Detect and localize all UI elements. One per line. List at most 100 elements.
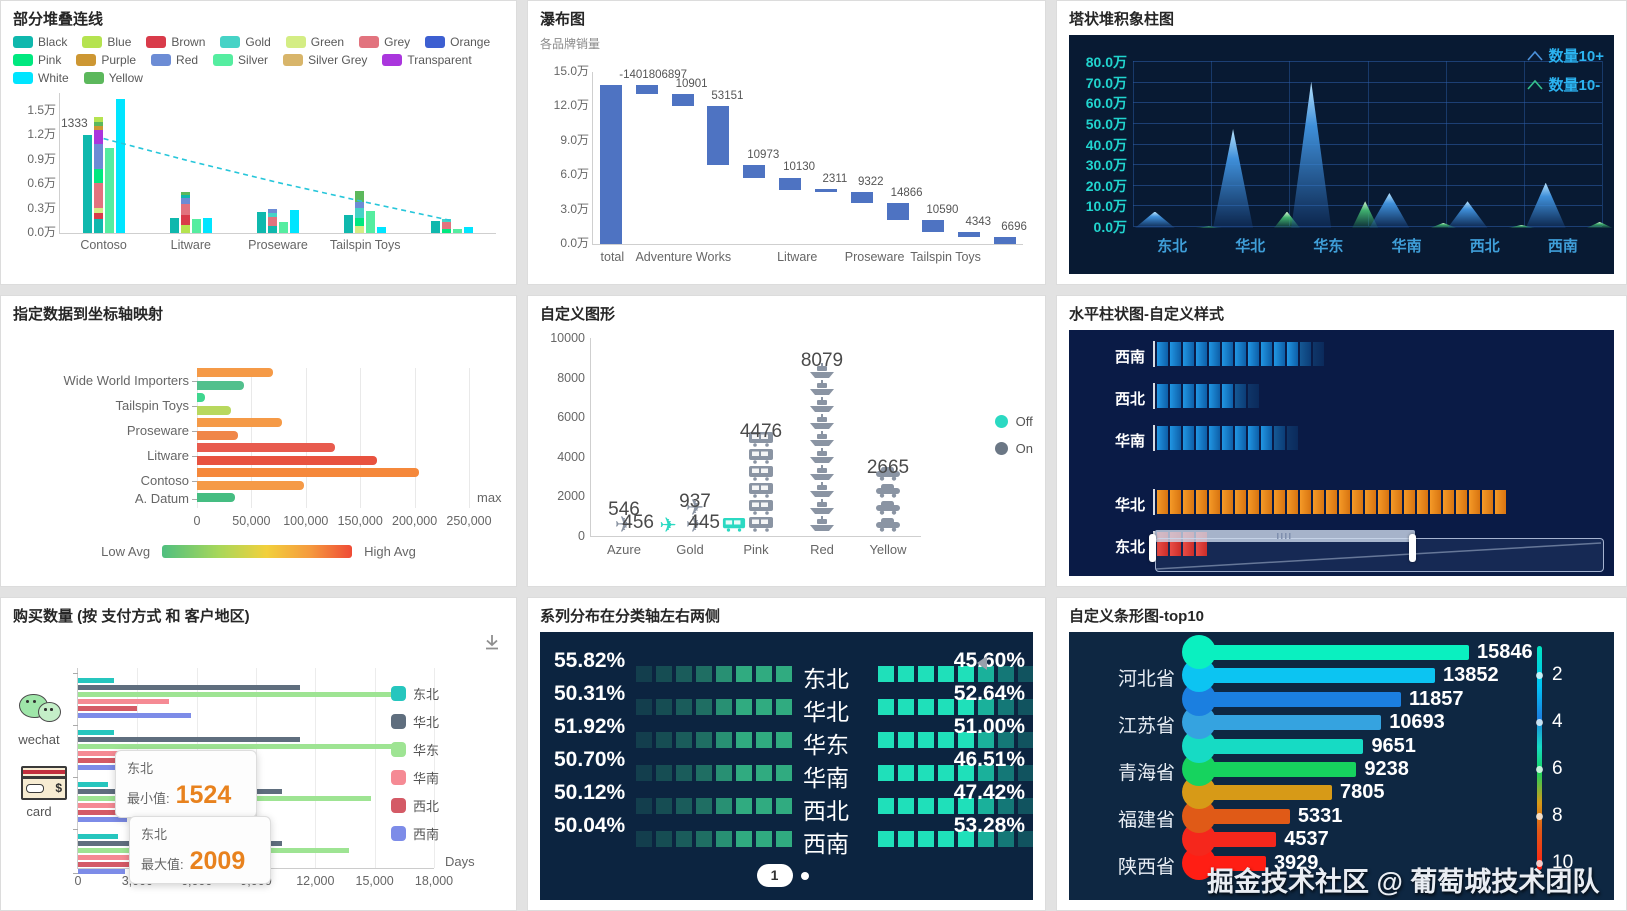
bar-segment[interactable]	[736, 831, 752, 847]
bar[interactable]	[453, 228, 463, 233]
bar-segment[interactable]	[1313, 490, 1324, 514]
pagination-page-button[interactable]: 1	[756, 864, 793, 887]
bar[interactable]	[78, 862, 144, 867]
bar-segment[interactable]	[1287, 342, 1298, 366]
bar-segment[interactable]	[1222, 426, 1233, 450]
bar-segment[interactable]	[918, 732, 934, 748]
bar-segment[interactable]	[636, 666, 652, 682]
train-icon[interactable]	[748, 482, 774, 502]
bar[interactable]	[78, 706, 138, 711]
stacked-bar-segment[interactable]	[180, 198, 190, 204]
bar-segment[interactable]	[776, 699, 792, 715]
bar-segment[interactable]	[1170, 490, 1181, 514]
bar-segment[interactable]	[676, 765, 692, 781]
bar-segment[interactable]	[1391, 490, 1402, 514]
bar-segment[interactable]	[1248, 426, 1259, 450]
bar-segment[interactable]	[1157, 342, 1168, 366]
plane-icon[interactable]: ✈	[614, 511, 634, 537]
prev-arrow-icon[interactable]	[977, 656, 987, 670]
bar-segment[interactable]	[1222, 490, 1233, 514]
bar-segment[interactable]	[1417, 490, 1428, 514]
bar-segment[interactable]	[716, 732, 732, 748]
bar[interactable]	[78, 834, 118, 839]
waterfall-bar[interactable]	[886, 202, 909, 220]
bar-segment[interactable]	[676, 699, 692, 715]
bar[interactable]	[104, 147, 114, 233]
bar-segment[interactable]	[1209, 426, 1220, 450]
peak-blue[interactable]	[1134, 211, 1175, 228]
legend-item[interactable]: Transparent	[382, 53, 472, 67]
bar-segment[interactable]	[1274, 490, 1285, 514]
bar-segment[interactable]	[878, 798, 894, 814]
bar-segment[interactable]	[1248, 490, 1259, 514]
bar[interactable]	[1199, 832, 1277, 848]
bar-segment[interactable]	[958, 765, 974, 781]
bar-segment[interactable]	[656, 732, 672, 748]
bar-segment[interactable]	[1183, 532, 1194, 556]
stacked-bar-segment[interactable]	[93, 144, 103, 169]
bar-segment[interactable]	[998, 765, 1014, 781]
bar-segment[interactable]	[756, 732, 772, 748]
bar-segment[interactable]	[1170, 532, 1181, 556]
bar-segment[interactable]	[1339, 490, 1350, 514]
bar-segment[interactable]	[958, 666, 974, 682]
bar-segment[interactable]	[756, 699, 772, 715]
stacked-bar-segment[interactable]	[180, 203, 190, 216]
ship-icon[interactable]	[809, 380, 835, 400]
bar-segment[interactable]	[918, 831, 934, 847]
bar-segment[interactable]	[898, 831, 914, 847]
bar[interactable]	[197, 430, 239, 440]
bar-segment[interactable]	[1287, 490, 1298, 514]
bar[interactable]	[197, 380, 244, 390]
bar[interactable]	[1199, 715, 1382, 731]
bar[interactable]	[464, 226, 474, 233]
bar-segment[interactable]	[898, 666, 914, 682]
train-icon[interactable]	[748, 516, 774, 536]
bar-segment[interactable]	[1183, 384, 1194, 408]
stacked-bar-segment[interactable]	[355, 190, 365, 203]
bar[interactable]	[197, 443, 336, 452]
bar-segment[interactable]	[1196, 342, 1207, 366]
bar[interactable]	[78, 765, 130, 770]
bar-segment[interactable]	[696, 699, 712, 715]
bar-segment[interactable]	[736, 798, 752, 814]
plane-icon[interactable]: ✈	[685, 511, 705, 537]
legend-item[interactable]: 华北	[391, 712, 439, 731]
bar-segment[interactable]	[1183, 342, 1194, 366]
bar[interactable]	[344, 215, 354, 233]
bar-segment[interactable]	[1443, 490, 1454, 514]
train-icon[interactable]	[748, 465, 774, 485]
bar[interactable]	[290, 210, 299, 233]
ship-icon[interactable]	[809, 482, 835, 502]
bar[interactable]	[78, 758, 148, 763]
bar-segment[interactable]	[1495, 490, 1506, 514]
waterfall-bar[interactable]	[922, 219, 945, 232]
bar[interactable]	[78, 869, 126, 874]
bar[interactable]	[78, 737, 300, 742]
bar[interactable]	[191, 219, 201, 233]
car-icon[interactable]	[875, 482, 901, 502]
bar-segment[interactable]	[656, 666, 672, 682]
legend-item[interactable]: Yellow	[83, 71, 143, 85]
bar-segment[interactable]	[1157, 490, 1168, 514]
legend-item[interactable]: 东北	[391, 684, 439, 703]
bar-segment[interactable]	[1157, 384, 1168, 408]
bar-segment[interactable]	[716, 831, 732, 847]
bar-segment[interactable]	[998, 666, 1014, 682]
stacked-bar-segment[interactable]	[93, 183, 103, 208]
bar-segment[interactable]	[716, 699, 732, 715]
stacked-bar-segment[interactable]	[355, 202, 365, 208]
legend-item[interactable]: Pink	[13, 53, 61, 67]
bar-segment[interactable]	[958, 732, 974, 748]
car-icon[interactable]	[875, 465, 901, 485]
bar-segment[interactable]	[918, 666, 934, 682]
ship-icon[interactable]	[809, 363, 835, 383]
bar[interactable]	[1199, 668, 1436, 684]
bar-segment[interactable]	[938, 699, 954, 715]
stacked-bar-segment[interactable]	[180, 194, 190, 198]
download-icon[interactable]	[482, 632, 502, 652]
ship-icon[interactable]	[809, 414, 835, 434]
stacked-bar-segment[interactable]	[442, 219, 452, 223]
bar-segment[interactable]	[918, 798, 934, 814]
bar[interactable]	[197, 455, 377, 465]
